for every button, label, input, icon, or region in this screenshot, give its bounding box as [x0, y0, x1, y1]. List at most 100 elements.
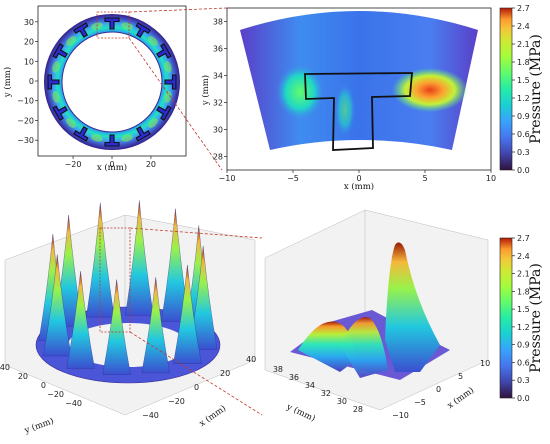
colorbar-top-ticks: 0.0 0.3 0.6 0.9 1.2 1.5 1.8 2.1 2.4 2.7 — [512, 4, 530, 175]
t-seal-mark — [52, 105, 68, 121]
zoom-ylabel: y (mm) — [200, 75, 211, 106]
colorbar-tick-label: 2.1 — [517, 40, 530, 49]
zoom-connector-3d-upper — [129, 227, 263, 239]
zoom-surface-xlabel: x (mm) — [445, 385, 476, 411]
colorbar-tick-label: 1.8 — [517, 58, 530, 67]
x-tick-label: −40 — [142, 411, 159, 420]
seal-pressure-spot — [148, 118, 158, 128]
colorbar-bottom: 0.0 0.3 0.6 0.9 1.2 1.5 1.8 2.1 2.4 2.7 Pressure … — [499, 234, 544, 403]
t-seal-mark — [47, 74, 60, 90]
surface-peak — [43, 254, 72, 357]
seal-pressure-spot — [164, 61, 172, 73]
y-tick-label: 28 — [353, 405, 363, 414]
x-tick-label: 20 — [146, 160, 156, 169]
zoom-connector-3d-lower — [129, 331, 263, 416]
y-tick-label: 20 — [18, 372, 28, 381]
x-tick-label: 20 — [220, 369, 230, 378]
colorbar-bottom-ticks: 0.0 0.3 0.6 0.9 1.2 1.5 1.8 2.1 2.4 2.7 — [512, 234, 530, 403]
seal-pressure-spot — [52, 61, 60, 73]
colorbar-tick-label: 0.0 — [517, 166, 530, 175]
y-tick-label: 32 — [321, 389, 331, 398]
seal-pressure-spot — [52, 91, 60, 103]
colorbar-tick-label: 0.9 — [517, 341, 530, 350]
ring-surface-xlabel: x (mm) — [197, 403, 228, 429]
y-tick-label: 20 — [24, 38, 34, 47]
zoom-surface-peak — [385, 242, 440, 372]
y-tick-label: 32 — [213, 99, 223, 108]
zoom-box-3d — [99, 227, 131, 333]
y-tick-label: 10 — [24, 57, 34, 66]
zoom-box — [96, 11, 130, 39]
colorbar-tick-label: 0.0 — [517, 394, 530, 403]
panel-ring-contour: −20 0 20 30 20 10 0 −10 −20 −30 x (mm) y (mm) — [2, 5, 187, 173]
y-tick-label: 34 — [213, 72, 223, 81]
ring-surface-ylabel: y (mm) — [22, 415, 55, 436]
colorbar-tick-label: 2.4 — [517, 22, 530, 31]
x-tick-label: 0 — [356, 174, 361, 183]
x-tick-label: 0 — [436, 385, 441, 394]
seal-pressure-spot — [66, 118, 76, 128]
zoom-surface-ylabel: y (mm) — [284, 401, 317, 424]
zoom-connector-lower — [128, 37, 223, 171]
t-seal-mark — [73, 126, 89, 142]
x-tick-label: −10 — [392, 411, 409, 420]
y-tick-label: 0 — [29, 77, 34, 86]
x-tick-label: −5 — [287, 174, 299, 183]
ring-axis-ticks: −20 0 20 30 20 10 0 −10 −20 −30 — [17, 18, 156, 169]
y-tick-label: 40 — [0, 363, 10, 372]
zoom-xlabel: x (mm) — [344, 181, 374, 192]
colorbar-tick-label: 1.8 — [517, 287, 530, 296]
colorbar-tick-label: 1.2 — [517, 323, 530, 332]
x-tick-label: −5 — [414, 398, 426, 407]
x-tick-label: 0 — [194, 383, 199, 392]
t-seal-outline — [304, 72, 413, 151]
surface-peak — [173, 264, 202, 364]
colorbar-top: 0.0 0.3 0.6 0.9 1.2 1.5 1.8 2.1 2.4 2.7 Pressure … — [499, 4, 544, 175]
y-tick-label: 38 — [213, 18, 223, 27]
y-tick-label: 0 — [41, 381, 46, 390]
t-seal-group — [47, 17, 177, 147]
x-tick-label: 5 — [422, 174, 427, 183]
y-tick-label: 30 — [337, 397, 347, 406]
t-seal-mark — [135, 126, 151, 142]
seal-pressure-spot — [91, 134, 103, 142]
panel-zoom-surface: 38 36 34 32 30 28 −10 −5 0 5 10 y (mm) x (mm) — [264, 209, 490, 424]
x-tick-label: 10 — [486, 174, 496, 183]
zoom-surface-ticks: 38 36 34 32 30 28 −10 −5 0 5 10 — [273, 359, 490, 420]
colorbar-tick-label: 2.4 — [517, 252, 530, 261]
ring-xlabel: x (mm) — [97, 162, 127, 173]
colorbar-top-bar — [499, 7, 513, 171]
colorbar-bottom-label: Pressure (MPa) — [528, 263, 544, 373]
surface-peak — [188, 245, 218, 350]
colorbar-tick-label: 0.9 — [517, 112, 530, 121]
y-tick-label: −10 — [17, 97, 34, 106]
colorbar-tick-label: 0.6 — [517, 130, 530, 139]
x-tick-label: 0 — [109, 160, 114, 169]
colorbar-tick-label: 2.7 — [517, 4, 530, 13]
x-tick-label: 5 — [458, 372, 463, 381]
y-tick-label: 30 — [213, 126, 223, 135]
y-tick-label: 34 — [305, 381, 315, 390]
t-seal-mark — [73, 22, 89, 38]
y-tick-label: −20 — [17, 116, 34, 125]
colorbar-tick-label: 1.5 — [517, 305, 530, 314]
t-seal-mark — [104, 17, 120, 30]
colorbar-top-label: Pressure (MPa) — [528, 34, 544, 144]
t-seal-mark — [156, 105, 172, 121]
colorbar-tick-label: 2.1 — [517, 270, 530, 279]
zoom-axis-ticks: −10 −5 0 5 10 38 36 34 32 30 28 — [213, 18, 496, 184]
y-tick-label: 36 — [289, 373, 299, 382]
y-tick-label: 28 — [213, 153, 223, 162]
ring-ylabel: y (mm) — [2, 67, 13, 98]
x-tick-label: 40 — [246, 355, 256, 364]
pressure-stem-region — [335, 84, 355, 136]
seal-pressure-spot — [164, 91, 172, 103]
panel-zoom-contour: −10 −5 0 5 10 38 36 34 32 30 28 x (mm) y (mm) — [200, 7, 496, 192]
y-tick-label: 38 — [273, 365, 283, 374]
x-tick-label: −10 — [219, 174, 236, 183]
colorbar-tick-label: 1.2 — [517, 94, 530, 103]
y-tick-label: −20 — [47, 390, 64, 399]
